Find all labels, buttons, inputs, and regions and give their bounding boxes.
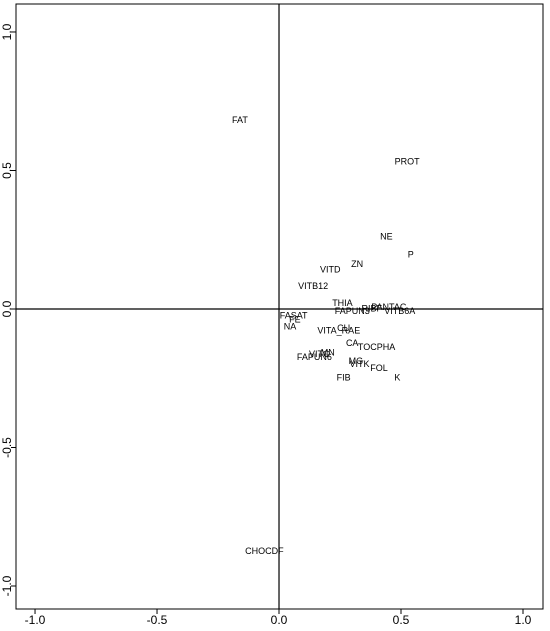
y-tick-label: 0.5	[0, 162, 14, 179]
point-label: VITB6A	[384, 306, 415, 316]
x-tick-label: -0.5	[147, 613, 168, 627]
point-label: VITB12	[298, 281, 328, 291]
x-tick-label: 1.0	[515, 613, 532, 627]
point-label: NA	[284, 321, 297, 331]
point-label: ZN	[351, 259, 363, 269]
point-label: FASAT	[280, 310, 308, 320]
point-label: MN	[321, 348, 335, 358]
point-label: VITA_RAE	[317, 326, 360, 336]
point-label: CHOCDF	[245, 546, 284, 556]
y-tick-label: 1.0	[0, 23, 14, 40]
point-label: FAPUN3	[335, 306, 370, 316]
point-label: VITC	[309, 349, 330, 359]
point-label: THIA	[332, 298, 353, 308]
point-label: MG	[349, 356, 364, 366]
x-tick-label: 0.0	[271, 613, 288, 627]
point-label: PANTAC	[371, 302, 407, 312]
y-tick-label: 0.0	[0, 300, 14, 317]
point-label: FIB	[337, 373, 351, 383]
point-label: RIBF	[361, 303, 382, 313]
point-label: K	[394, 373, 400, 383]
point-label: PROT	[395, 157, 421, 167]
point-label: CU	[337, 323, 350, 333]
point-label: NE	[380, 231, 393, 241]
point-label: TOCPHA	[358, 342, 395, 352]
y-tick-label: -1.0	[0, 575, 14, 596]
point-label: VITD	[320, 265, 341, 275]
point-label: P	[408, 249, 414, 259]
point-label: FOL	[370, 363, 388, 373]
x-tick-label: 0.5	[393, 613, 410, 627]
point-label: FAPUN6	[297, 352, 332, 362]
point-label: FAT	[232, 115, 248, 125]
x-tick-label: -1.0	[25, 613, 46, 627]
point-label: FE	[289, 314, 301, 324]
point-label: VITK	[350, 359, 370, 369]
y-tick-label: -0.5	[0, 437, 14, 458]
point-label: CA	[346, 338, 359, 348]
